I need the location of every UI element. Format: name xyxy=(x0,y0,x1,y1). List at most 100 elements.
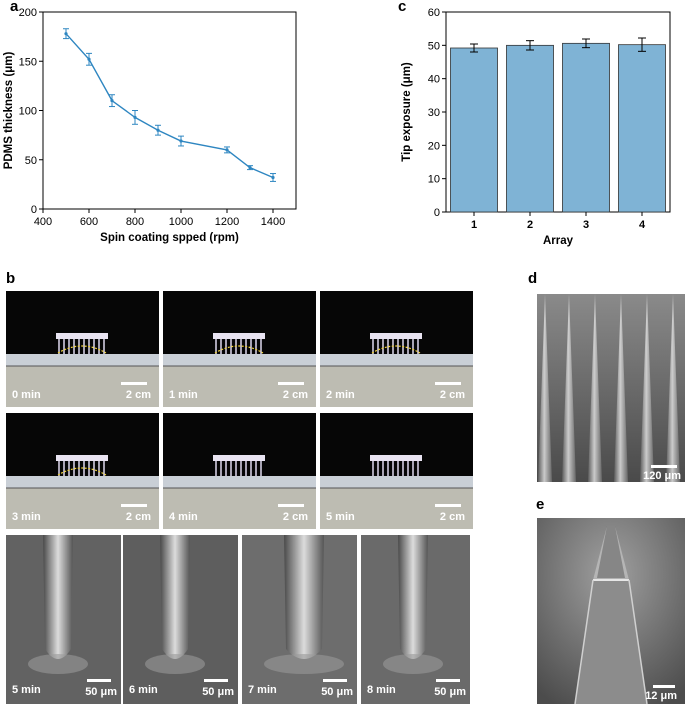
y-tick-label: 20 xyxy=(428,140,440,152)
x-tick-label: 1200 xyxy=(215,216,239,228)
needle-base-texture xyxy=(361,535,470,704)
needle-shape xyxy=(640,294,654,482)
scale-bar xyxy=(204,679,228,682)
scale-label: 50 μm xyxy=(321,686,353,698)
needle-shape xyxy=(562,294,576,482)
y-tick-label: 0 xyxy=(434,207,440,219)
time-label: 1 min xyxy=(169,389,198,401)
needle-base-texture xyxy=(6,535,121,704)
scale-label: 2 cm xyxy=(439,389,465,401)
scale-bar xyxy=(651,465,677,468)
time-lapse-photo: 1 min 2 cm xyxy=(163,291,316,407)
x-axis-label: Spin coating spped (rpm) xyxy=(100,232,239,244)
scale-bar xyxy=(121,504,147,507)
time-label: 3 min xyxy=(12,511,41,523)
needle-shape xyxy=(666,294,680,482)
data-point xyxy=(225,148,229,152)
data-point xyxy=(271,175,275,180)
scale-bar xyxy=(278,504,304,507)
sem-image: 5 min 50 μm xyxy=(6,535,121,704)
x-tick-label: 2 xyxy=(527,219,533,231)
plot-frame xyxy=(42,11,297,210)
scale-bar xyxy=(435,504,461,507)
x-tick-label: 600 xyxy=(80,216,98,228)
bar xyxy=(450,47,498,213)
x-tick-label: 400 xyxy=(34,216,52,228)
time-label: 7 min xyxy=(248,684,277,696)
data-point xyxy=(156,128,160,132)
panel-label-e: e xyxy=(536,496,545,513)
time-lapse-photo: 3 min 2 cm xyxy=(6,413,159,529)
needle-shape xyxy=(588,294,602,482)
bar xyxy=(506,44,554,213)
chart-c: 0 10 20 30 40 50 60 1 2 3 4 Array Tip exposure (μm) xyxy=(401,7,671,247)
time-label: 4 min xyxy=(169,511,198,523)
data-point xyxy=(133,115,137,119)
microneedle-array-texture xyxy=(537,294,685,482)
panel-label-c: c xyxy=(398,0,407,15)
y-tick-label: 10 xyxy=(428,174,440,186)
y-tick-label: 40 xyxy=(428,74,440,86)
photo-scene xyxy=(163,291,316,407)
sem-image: 6 min 50 μm xyxy=(123,535,238,704)
time-label: 8 min xyxy=(367,684,396,696)
sem-image: 7 min 50 μm xyxy=(242,535,357,704)
scale-bar xyxy=(278,382,304,385)
needle-base-texture xyxy=(123,535,238,704)
photo-scene xyxy=(6,291,159,407)
y-tick-label: 30 xyxy=(428,107,440,119)
scale-label: 50 μm xyxy=(85,686,117,698)
scale-label: 50 μm xyxy=(202,686,234,698)
photo-scene xyxy=(163,413,316,529)
scale-bar xyxy=(653,685,675,688)
y-tick-label: 100 xyxy=(19,106,37,118)
y-tick-label: 50 xyxy=(428,40,440,52)
scale-bar xyxy=(87,679,111,682)
needle-base-texture xyxy=(242,535,357,704)
sem-image-e: 12 μm xyxy=(537,518,685,704)
scale-label: 2 cm xyxy=(282,511,308,523)
scale-label: 2 cm xyxy=(125,511,151,523)
y-axis-label: Tip exposure (μm) xyxy=(401,62,413,162)
photo-scene xyxy=(6,413,159,529)
bar xyxy=(618,44,666,213)
scale-label: 2 cm xyxy=(125,389,151,401)
scale-label: 2 cm xyxy=(282,389,308,401)
scale-label: 120 μm xyxy=(643,470,681,482)
data-point xyxy=(179,139,183,143)
data-point xyxy=(248,166,252,170)
time-label: 5 min xyxy=(326,511,355,523)
x-axis-label: Array xyxy=(543,235,574,247)
photo-scene xyxy=(320,291,473,407)
y-tick-label: 150 xyxy=(19,56,37,68)
chart-a: 400 600 800 1000 1200 1400 0 50 100 150 200 Spin co… xyxy=(3,7,297,244)
x-tick-label: 1 xyxy=(471,219,477,231)
y-axis-label: PDMS thickness (μm) xyxy=(3,52,15,170)
data-point xyxy=(64,32,68,36)
scale-bar xyxy=(436,679,460,682)
time-lapse-photo: 4 min 2 cm xyxy=(163,413,316,529)
panel-label-b: b xyxy=(6,270,16,287)
sem-image-d: 120 μm xyxy=(537,294,685,482)
data-point xyxy=(110,99,114,103)
y-tick-label: 50 xyxy=(25,155,37,167)
scale-bar xyxy=(323,679,347,682)
sem-image: 8 min 50 μm xyxy=(361,535,470,704)
time-label: 6 min xyxy=(129,684,158,696)
panel-label-d: d xyxy=(528,270,538,287)
data-point xyxy=(87,57,91,61)
panel-label-a: a xyxy=(10,0,19,15)
scale-label: 2 cm xyxy=(439,511,465,523)
single-needle-texture xyxy=(537,518,685,704)
scale-bar xyxy=(121,382,147,385)
time-label: 5 min xyxy=(12,684,41,696)
time-label: 0 min xyxy=(12,389,41,401)
series-line xyxy=(65,33,274,179)
x-tick-label: 1400 xyxy=(261,216,285,228)
needle-shape xyxy=(538,294,552,482)
time-lapse-photo: 2 min 2 cm xyxy=(320,291,473,407)
time-label: 2 min xyxy=(326,389,355,401)
x-tick-label: 800 xyxy=(126,216,144,228)
y-tick-label: 0 xyxy=(31,204,37,216)
scale-label: 50 μm xyxy=(434,686,466,698)
